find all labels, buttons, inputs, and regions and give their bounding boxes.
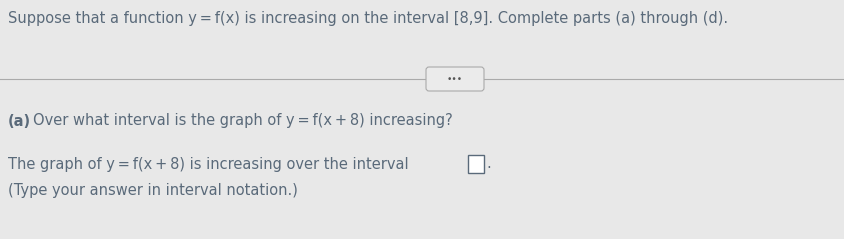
FancyBboxPatch shape [426,67,484,91]
Text: (Type your answer in interval notation.): (Type your answer in interval notation.) [8,184,298,199]
FancyBboxPatch shape [468,155,484,173]
Text: •••: ••• [447,75,463,83]
Text: (a): (a) [8,114,31,129]
Text: .: . [486,157,490,172]
Text: The graph of y = f(x + 8) is increasing over the interval: The graph of y = f(x + 8) is increasing … [8,157,412,172]
Text: Suppose that a function y = f(x) is increasing on the interval [8,9]. Complete p: Suppose that a function y = f(x) is incr… [8,11,728,26]
Text: Over what interval is the graph of y = f(x + 8) increasing?: Over what interval is the graph of y = f… [33,114,452,129]
